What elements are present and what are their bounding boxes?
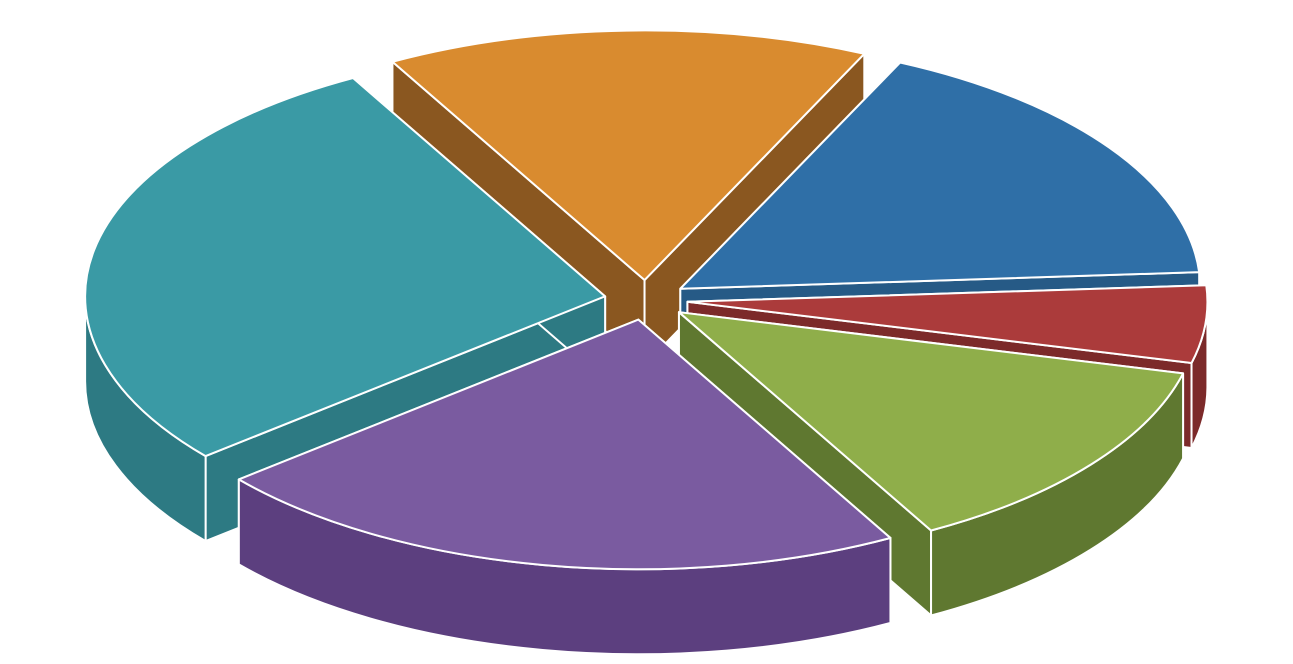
exploded-3d-pie-chart <box>0 0 1293 664</box>
